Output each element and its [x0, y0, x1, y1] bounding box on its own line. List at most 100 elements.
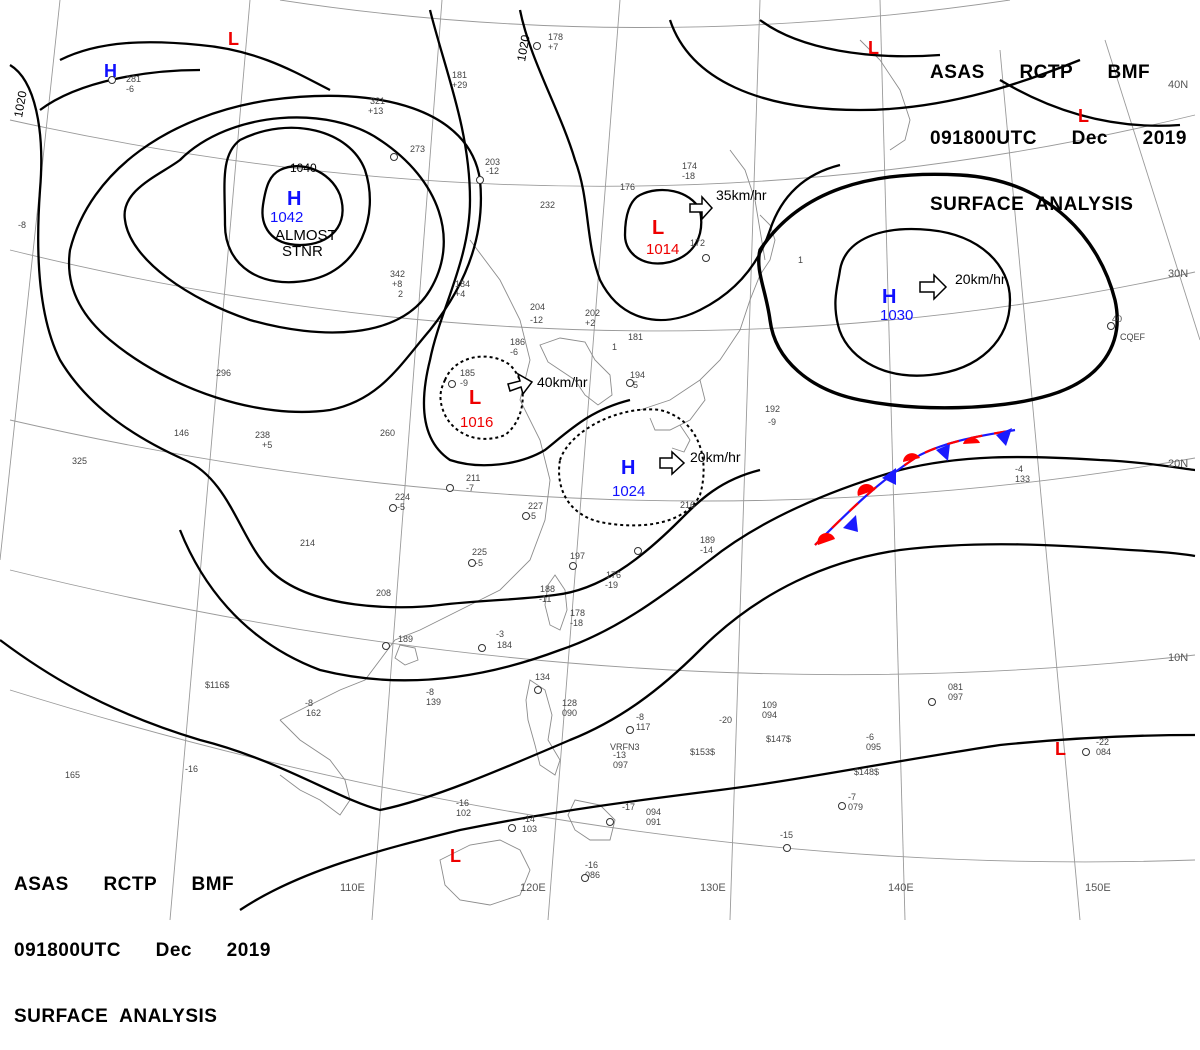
high-symbol-northwest: H — [104, 61, 117, 81]
station-marker — [783, 844, 791, 852]
meridian-130e — [547, 0, 621, 920]
coast-china — [279, 239, 551, 721]
coast-mindanao — [567, 799, 616, 841]
isobar-1040 — [261, 165, 344, 247]
isobar-l1016-dotted — [439, 355, 524, 440]
station-value: 178 — [548, 32, 563, 42]
isobar-label-1020-mid: 1020 — [514, 33, 532, 62]
coast-indochina — [279, 719, 351, 816]
station-value: 321 — [370, 96, 385, 106]
station-value: CQEF — [1120, 332, 1146, 342]
station-value: 202 — [585, 308, 600, 318]
motion-speed-l1016: 40km/hr — [537, 374, 588, 390]
low-value-1016: 1016 — [460, 414, 493, 431]
isobar-1012-north — [668, 19, 1181, 127]
station-value: 232 — [540, 200, 555, 210]
station-value: -8 — [305, 698, 313, 708]
low-symbol-northeast: L — [1078, 106, 1089, 126]
station-marker — [1082, 748, 1090, 756]
station-value: 211 — [466, 473, 480, 483]
station-value: 186 — [510, 337, 525, 347]
coast-sakhalin — [729, 149, 766, 261]
coast-borneo — [439, 839, 531, 906]
station-value: $116$ — [205, 680, 229, 690]
isobar-1024-h — [757, 172, 1119, 410]
station-value: 325 — [72, 456, 87, 466]
motion-speed-h1030: 20km/hr — [955, 271, 1006, 287]
pressure-systems: H 1042 ALMOST STNR H L 1014 H 1030 L 101… — [104, 29, 1089, 866]
high-note-almost: ALMOST — [275, 227, 337, 244]
station-value: 109 — [762, 700, 777, 710]
isobar-1036 — [223, 126, 372, 284]
station-value: 165 — [65, 770, 80, 780]
footer-line-3: SURFACE ANALYSIS — [14, 1006, 218, 1027]
station-value: +2 — [585, 318, 595, 328]
high-symbol-1030: H — [882, 286, 896, 308]
station-value: -12 — [530, 315, 543, 325]
footer-line-2: 091800UTC Dec 2019 — [14, 940, 271, 961]
coast-hainan — [394, 644, 419, 666]
station-marker — [108, 76, 116, 84]
station-value: 203 — [485, 157, 500, 167]
front-warm-marker — [903, 453, 920, 462]
coast-kamchatka — [859, 39, 911, 151]
isobar-1028-h — [834, 227, 1012, 377]
station-value: 194 — [630, 370, 645, 380]
station-value: -3 — [496, 629, 504, 639]
arrow-l1016 — [507, 372, 534, 396]
station-value: -14 — [700, 545, 713, 555]
station-marker — [1107, 322, 1115, 330]
station-marker — [478, 644, 486, 652]
lon-label-150e: 150E — [1085, 882, 1111, 894]
station-value: 174 — [682, 161, 697, 171]
station-value: 216 — [680, 500, 695, 510]
low-symbol-north-b: L — [868, 38, 879, 58]
isobar-1024-l — [518, 9, 841, 322]
station-value: 2 — [398, 289, 403, 299]
meridian-170e — [1104, 39, 1200, 341]
station-value: -9 — [768, 417, 776, 427]
station-value: -18 — [682, 171, 695, 181]
station-value: -8 — [18, 220, 26, 230]
lat-label-20n: 20N — [1168, 458, 1188, 470]
high-symbol-siberian: H — [287, 188, 301, 210]
station-value: -17 — [622, 802, 635, 812]
station-value: 224 — [395, 492, 410, 502]
station-value: 097 — [948, 692, 963, 702]
low-value-1014: 1014 — [646, 241, 679, 258]
station-value: -14 — [522, 814, 535, 824]
front-warm-marker — [817, 532, 835, 545]
station-value: +4 — [455, 289, 465, 299]
high-symbol-1024: H — [621, 457, 635, 479]
isobar-1016-south — [178, 455, 1196, 682]
station-marker — [446, 484, 454, 492]
front-cold-marker — [882, 468, 896, 485]
isobar-1020-upper — [9, 64, 761, 609]
lon-label-120e: 120E — [520, 882, 546, 894]
station-value: -6 — [126, 84, 134, 94]
station-value: $147$ — [766, 734, 791, 744]
station-value: 133 — [1015, 474, 1030, 484]
station-value: 227 — [528, 501, 543, 511]
station-value: -9 — [460, 378, 468, 388]
station-value: 172 — [690, 238, 705, 248]
low-symbol-1016: L — [469, 387, 481, 409]
station-value: 086 — [585, 870, 600, 880]
front-cold-marker — [843, 515, 858, 532]
station-plots: 281-6181+29178+7321+13273203-12176232174… — [18, 32, 1146, 882]
front-warm-marker — [963, 437, 980, 444]
station-value: 1 — [798, 255, 803, 265]
station-marker — [382, 642, 390, 650]
station-value: 189 — [398, 634, 413, 644]
station-value: 225 — [472, 547, 487, 557]
high-value-1030: 1030 — [880, 307, 913, 324]
parallel-40n — [9, 114, 1196, 187]
station-marker — [581, 874, 589, 882]
surface-analysis-map: 35km/hr 20km/hr 40km/hr 20km/hr H 1042 A… — [0, 0, 1200, 920]
motion-speed-l1014: 35km/hr — [716, 187, 767, 203]
station-value: 176 — [606, 570, 621, 580]
header-top-right: ASAS RCTP BMF 091800UTC Dec 2019 SURFACE… — [930, 18, 1187, 238]
station-value: -8 — [426, 687, 434, 697]
station-value: -15 — [780, 830, 793, 840]
station-value: 181 — [452, 70, 467, 80]
